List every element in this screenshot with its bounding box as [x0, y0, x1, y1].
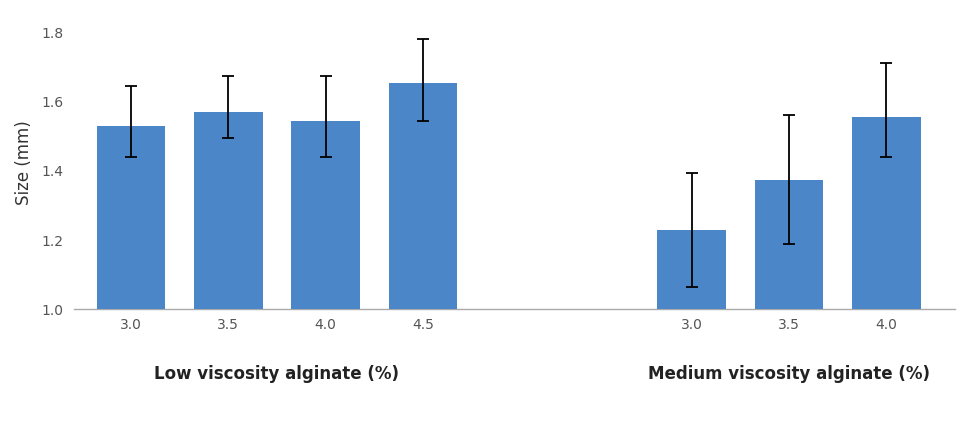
Bar: [657, 230, 726, 309]
Bar: [97, 126, 166, 309]
Text: Low viscosity alginate (%): Low viscosity alginate (%): [154, 366, 399, 383]
Bar: [851, 117, 920, 309]
Bar: [194, 112, 263, 309]
Bar: [389, 83, 456, 309]
Text: Medium viscosity alginate (%): Medium viscosity alginate (%): [647, 366, 929, 383]
Bar: [291, 121, 359, 309]
Bar: [754, 179, 823, 309]
Y-axis label: Size (mm): Size (mm): [15, 120, 33, 204]
